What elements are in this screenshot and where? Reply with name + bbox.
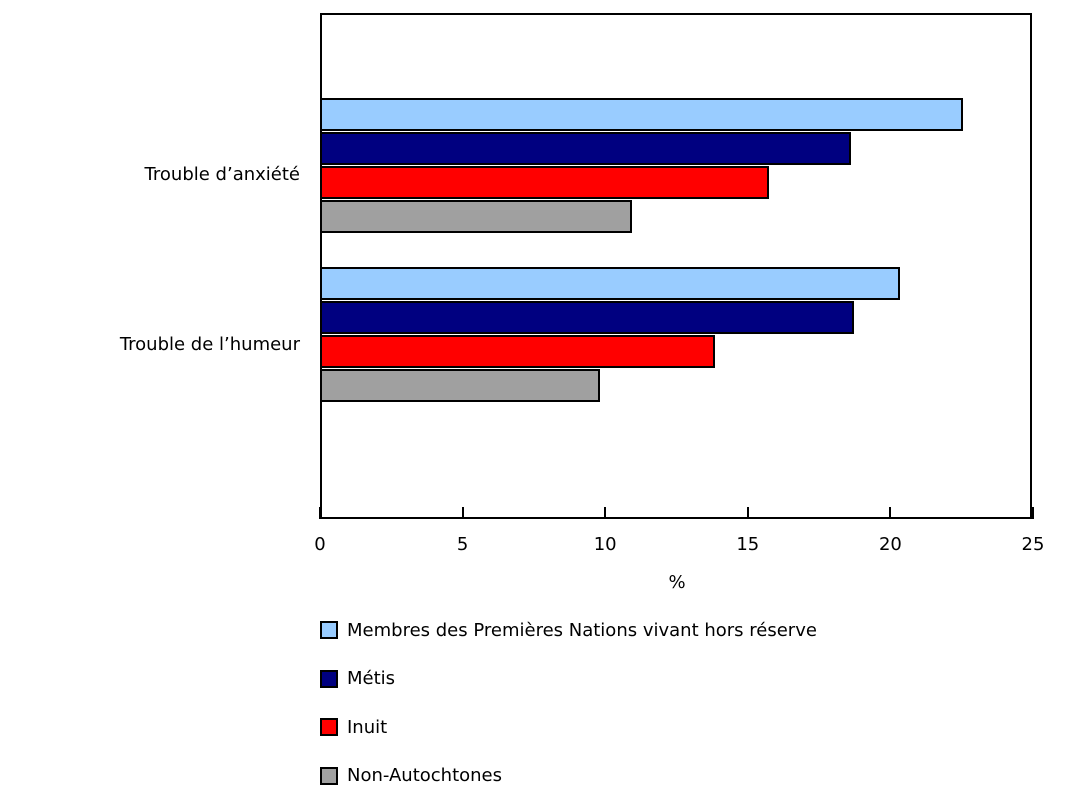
legend-swatch-icon (320, 669, 338, 688)
x-tick (1032, 507, 1034, 519)
x-tick (604, 507, 607, 519)
category-label-mood: Trouble de l’humeur (119, 334, 300, 355)
x-tick (889, 507, 892, 519)
legend-item: Inuit (320, 716, 387, 738)
legend-swatch-icon (320, 621, 338, 639)
category-label-anxiety: Trouble d’anxiété (144, 164, 300, 185)
bar (320, 369, 600, 402)
legend-label: Membres des Premières Nations vivant hor… (347, 619, 817, 641)
bar (320, 267, 900, 300)
bar (320, 335, 715, 368)
legend-swatch-icon (320, 718, 338, 736)
bar (320, 132, 851, 165)
x-tick (319, 507, 321, 519)
bar (320, 200, 632, 233)
legend-label: Non-Autochtones (347, 765, 503, 786)
legend-label: Inuit (347, 716, 388, 738)
bar (320, 98, 963, 131)
x-axis-label: % (668, 572, 686, 593)
x-tick-label: 0 (314, 534, 326, 555)
x-tick-label: 15 (736, 534, 760, 555)
x-tick (461, 507, 464, 519)
legend-swatch-icon (320, 766, 338, 785)
x-tick-label: 5 (456, 534, 469, 555)
x-tick-label: 25 (1021, 534, 1045, 555)
plot-area (320, 13, 1032, 519)
legend-item: Non-Autochtones (320, 765, 502, 787)
x-tick-label: 10 (593, 534, 617, 555)
legend-item: Métis (320, 668, 395, 690)
bar (320, 166, 769, 199)
x-tick-label: 20 (878, 534, 902, 555)
x-tick (746, 507, 749, 519)
legend-label: Métis (347, 668, 396, 689)
legend-item: Membres des Premières Nations vivant hor… (320, 619, 817, 641)
bar (320, 301, 854, 334)
